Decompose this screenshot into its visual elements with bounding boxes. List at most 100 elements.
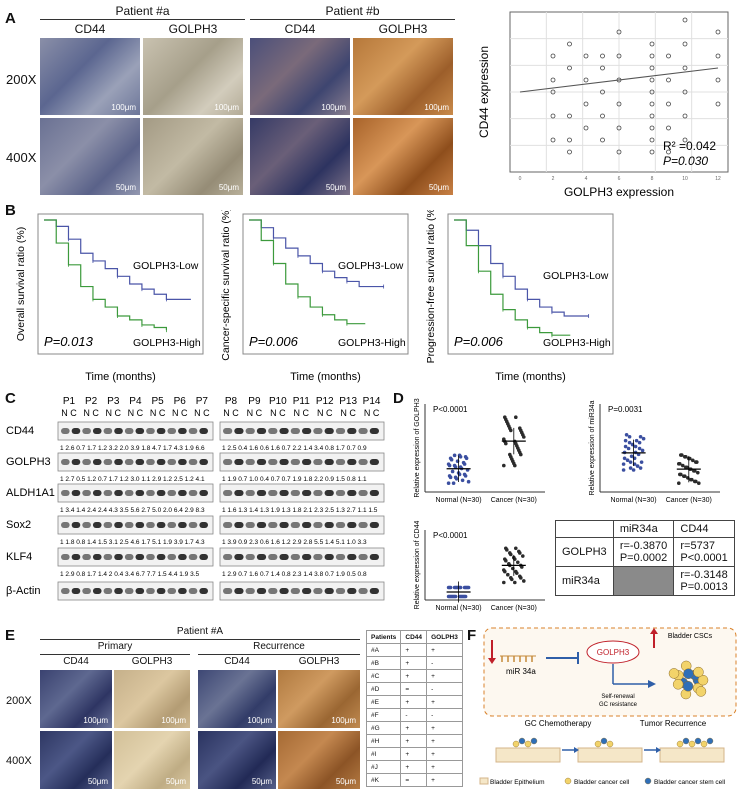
legend-stem-cell: Bladder cancer stem cell — [654, 779, 726, 786]
patient-A-line — [40, 639, 360, 640]
lane-label: P8 — [225, 396, 238, 407]
data-point — [514, 415, 518, 419]
y-axis-label: CD44 expression — [477, 46, 491, 138]
protein-band — [313, 554, 323, 560]
cancer-cell — [683, 668, 694, 679]
protein-band — [313, 428, 323, 434]
data-point — [550, 53, 556, 59]
densitometry-values: 1 2.9 0.7 1.6 0.7 1.4 0.8 2.3 1.4 3.8 0.… — [222, 571, 367, 578]
row-label-200x: 200X — [6, 72, 37, 87]
data-point — [508, 551, 512, 555]
data-point — [691, 458, 695, 463]
legend-high: GOLPH3-High — [543, 337, 611, 349]
lane-label: P14 — [363, 396, 381, 407]
nc-label: N C — [150, 408, 166, 418]
densitometry-values: 1 3.4 1.4 2.4 2.4 4.3 3.5 5.6 2.7 5.0 2.… — [60, 507, 205, 514]
data-point — [600, 65, 605, 71]
data-point — [634, 438, 639, 443]
data-point — [509, 428, 513, 433]
protein-band — [245, 459, 255, 465]
ihc-e-cd44-primary-400x: 50μm — [40, 731, 112, 789]
survival-frame — [447, 213, 614, 355]
x-tick-label: 10 — [682, 176, 688, 182]
golph3-node — [586, 640, 640, 664]
data-point — [666, 53, 671, 59]
protein-band — [245, 554, 255, 560]
densitometry-values: 1 2.9 0.8 1.7 1.4 2 0.4 3.4 6.7 7.7 1.5 … — [60, 571, 200, 578]
data-point — [628, 466, 633, 470]
protein-band — [358, 490, 368, 496]
data-point — [682, 113, 688, 119]
protein-band — [82, 588, 91, 594]
lane-label: P1 — [63, 396, 76, 407]
protein-band — [302, 522, 312, 528]
protein-band — [92, 522, 102, 528]
data-point — [514, 569, 518, 574]
col-golph3-b: GOLPH3 — [378, 22, 428, 36]
epithelium — [577, 747, 643, 763]
ptable-cell: + — [400, 669, 428, 683]
densitometry-values: 1 1.6 1.3 1.4 1.3 1.9 1.3 1.8 2.1 2.3 2.… — [222, 507, 378, 514]
protein-band — [103, 588, 113, 594]
legend-swatch-cancer — [564, 777, 572, 785]
tumor-cell — [600, 737, 608, 745]
data-point — [503, 557, 507, 561]
protein-band — [223, 588, 233, 594]
protein-band — [313, 522, 323, 528]
data-point — [463, 455, 468, 459]
protein-band — [279, 459, 289, 465]
down-arrowhead — [488, 658, 496, 664]
protein-band — [167, 554, 177, 560]
data-point — [504, 441, 508, 446]
data-point — [626, 446, 631, 451]
self-renewal-label: Self-renewal — [601, 694, 634, 700]
data-point — [522, 579, 526, 583]
protein-band — [135, 522, 145, 528]
data-point — [517, 549, 521, 554]
primary-line — [40, 654, 190, 655]
nc-label: N C — [106, 408, 122, 418]
protein-band — [335, 428, 346, 434]
nc-label: N C — [61, 408, 77, 418]
protein-band — [82, 522, 91, 528]
data-point — [682, 65, 688, 71]
e-col-cd44-r: CD44 — [224, 656, 250, 667]
protein-band — [358, 428, 368, 434]
data-point — [583, 125, 589, 131]
data-point — [509, 576, 513, 580]
protein-band — [92, 490, 102, 496]
protein-band — [369, 490, 379, 496]
protein-band — [114, 522, 123, 528]
protein-band — [223, 522, 233, 528]
data-point — [715, 77, 721, 83]
protein-band — [178, 490, 187, 496]
epithelium — [495, 747, 561, 763]
csc-box — [483, 627, 737, 717]
data-point — [600, 113, 605, 119]
ptable-row: #F - - — [365, 708, 463, 722]
lane-label: P4 — [129, 396, 142, 407]
protein-band — [335, 490, 346, 496]
data-point — [682, 474, 686, 478]
protein-band — [324, 588, 334, 594]
data-point — [649, 77, 655, 83]
ihc-image-b-golph3-200x: 100μm — [353, 38, 453, 115]
protein-band — [82, 459, 91, 465]
col-cd44-b: CD44 — [284, 22, 316, 36]
cancer-cell — [693, 666, 704, 678]
data-point — [516, 560, 520, 565]
protein-band — [114, 459, 123, 465]
protein-band — [103, 554, 113, 560]
protein-band — [302, 428, 312, 434]
scale-bar: 50μm — [428, 183, 449, 192]
densitometry-values: 1 1.9 0.7 1.0 0.4 0.7 0.7 1.9 1.8 2.2 0.… — [222, 476, 367, 483]
ptable-cell: + — [426, 773, 463, 787]
cancer-cell — [695, 686, 707, 697]
tumor-cell — [512, 740, 520, 748]
ptable-cell: + — [426, 734, 463, 748]
data-point — [616, 29, 622, 35]
data-point — [463, 594, 468, 599]
transition-arrowhead — [574, 747, 579, 753]
tumor-cell — [694, 737, 702, 745]
nc-label: N C — [128, 408, 144, 418]
